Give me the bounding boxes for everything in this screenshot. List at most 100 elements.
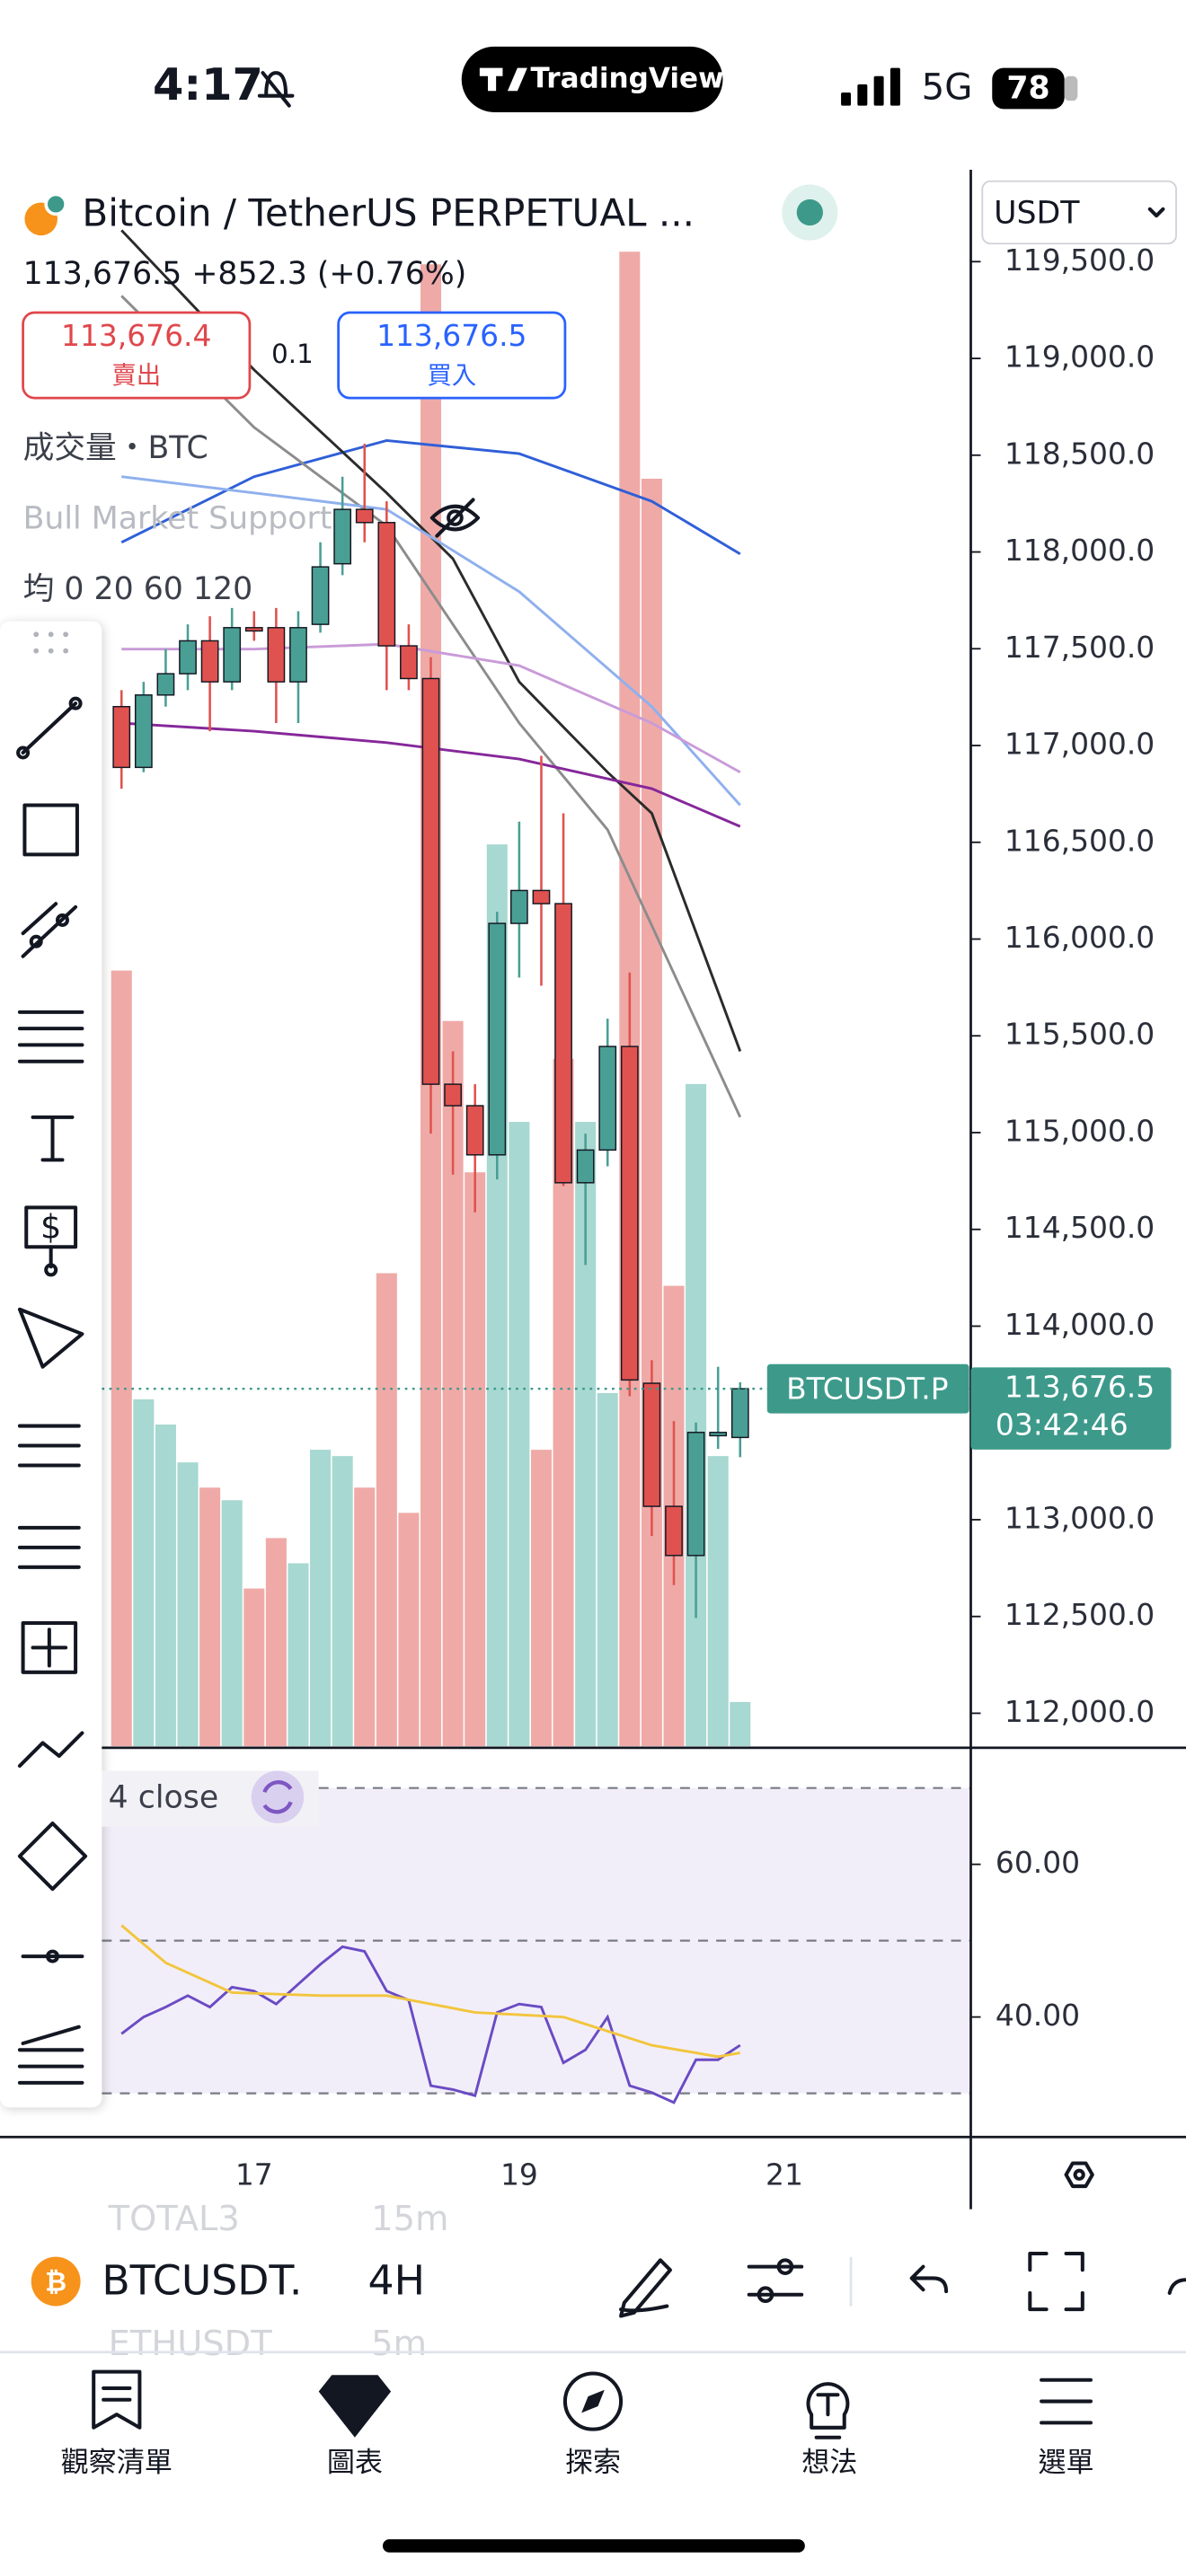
market-status[interactable] [796,198,823,226]
volume-bar [243,1588,265,1747]
currency: USDT [994,195,1080,231]
tab-icon[interactable] [1040,2378,1093,2425]
tool-icons[interactable] [16,696,88,2085]
status-bar: 4:17 TradingView 5G 78 [153,46,1078,112]
sell-button[interactable] [22,311,252,400]
indicator-line [121,721,741,828]
tool-price-label: $ [40,1208,61,1247]
candle-body [488,922,507,1156]
toolbar-panel [0,621,102,2108]
volume-bar [686,1083,707,1747]
clock: 4:17 [153,58,263,110]
home-indicator [382,2539,805,2553]
brand-logo [479,67,527,92]
rsi-line [120,1924,741,2059]
candle-body [532,889,551,904]
y-tick-label: 112,000.0 [1005,1694,1155,1729]
volume-bar [155,1425,176,1747]
volume-bar [730,1701,751,1747]
tab-icon[interactable] [318,2375,392,2438]
volume-bar [177,1462,199,1747]
y-tick-label: 118,000.0 [1005,533,1155,568]
candle-body [598,1045,617,1151]
y-tick-label: 119,500.0 [1005,243,1155,278]
tab-label[interactable]: 選單 [1038,2447,1093,2479]
x-tick-label: 21 [766,2157,803,2192]
candle-body [509,889,528,924]
candle-body [665,1505,683,1557]
tab-label[interactable]: 想法 [801,2447,857,2479]
volume-bar [354,1487,376,1747]
candle-body [156,673,175,696]
recent-interval[interactable]: 15m [371,2199,448,2239]
recent-symbol[interactable]: ETHUSDT [109,2324,273,2364]
candle-body [709,1432,728,1437]
volume-bar [332,1456,353,1747]
toolbar-bg [0,2244,1186,2320]
candle-body [355,508,374,524]
candle-body [730,1388,749,1439]
x-tick-label: 17 [235,2157,273,2192]
y-tick-label: 115,000.0 [1005,1113,1155,1148]
undo-button[interactable] [909,2264,949,2294]
currency-select[interactable] [981,180,1177,245]
symbol-title[interactable]: Bitcoin / TetherUS PERPETUAL ... [82,191,695,235]
volume-bar [288,1563,309,1747]
axis-settings[interactable] [1064,2161,1094,2189]
mute-icon [257,71,295,108]
interval[interactable]: 4H [368,2256,425,2304]
candle-body [576,1149,595,1184]
ma-legend[interactable]: 均 0 20 60 120 [23,571,253,607]
volume-bar [265,1538,287,1747]
y-tick-label: 40.00 [996,1998,1080,2033]
more-button[interactable] [1167,2278,1186,2295]
drawing-toolbar: $ [0,621,102,2108]
tab-icon[interactable] [806,2382,850,2439]
volume-bar [575,1122,597,1747]
tab-icon[interactable] [562,2371,624,2431]
battery-cap [1064,75,1078,101]
volume-bar [111,970,132,1747]
indicator-line [120,438,741,555]
volume-bar [310,1450,332,1747]
y-tick-label: 114,000.0 [1005,1307,1155,1342]
volume-bar [707,1456,729,1747]
symbol-tag: BTCUSDT.P [786,1372,948,1407]
volume-bar [553,1058,574,1747]
indicator-legend[interactable]: Bull Market Support [23,500,332,536]
recent-interval[interactable]: 5m [371,2324,427,2364]
rsi-legend[interactable]: 4 close [109,1780,219,1816]
candle-body [554,903,572,1184]
axes: 112,000.0 112,500.0 113,000.0 114,000.0 114,… [0,169,1186,2210]
tab-label[interactable]: 探索 [565,2447,621,2479]
y-tick-label: 112,500.0 [1005,1597,1155,1632]
buy-button[interactable] [337,311,567,400]
candle-body [333,508,352,565]
candle-body [377,522,396,647]
tab-label[interactable]: 圖表 [327,2447,383,2479]
quote: 113,676.5 +852.3 (+0.76%) [23,256,467,292]
symbol[interactable]: BTCUSDT. [102,2256,302,2304]
buy-price: 113,676.5 [376,318,527,353]
volume-bar [133,1398,155,1747]
brand-name: TradingView [531,62,724,94]
recent-symbol[interactable]: TOTAL3 [108,2199,240,2239]
fullscreen-button[interactable] [1028,2252,1084,2312]
y-tick-label: 116,000.0 [1005,920,1155,955]
hidden-icon[interactable] [429,498,481,538]
y-tick-label: 113,000.0 [1005,1500,1155,1535]
indicator-line [120,229,742,1053]
indicator-line [121,475,741,807]
y-tick-label: 119,000.0 [1005,340,1155,375]
tab-label[interactable]: 觀察清單 [61,2447,173,2479]
tab-icon[interactable] [92,2369,142,2430]
y-tick-label: 115,500.0 [1005,1017,1155,1052]
drag-handle [33,631,69,654]
y-tick-label: 117,000.0 [1005,727,1155,762]
sync-button[interactable] [251,1770,305,1824]
draw-button[interactable] [619,2258,672,2318]
candle-body [179,640,197,675]
volume-legend[interactable]: 成交量・BTC [23,430,208,466]
